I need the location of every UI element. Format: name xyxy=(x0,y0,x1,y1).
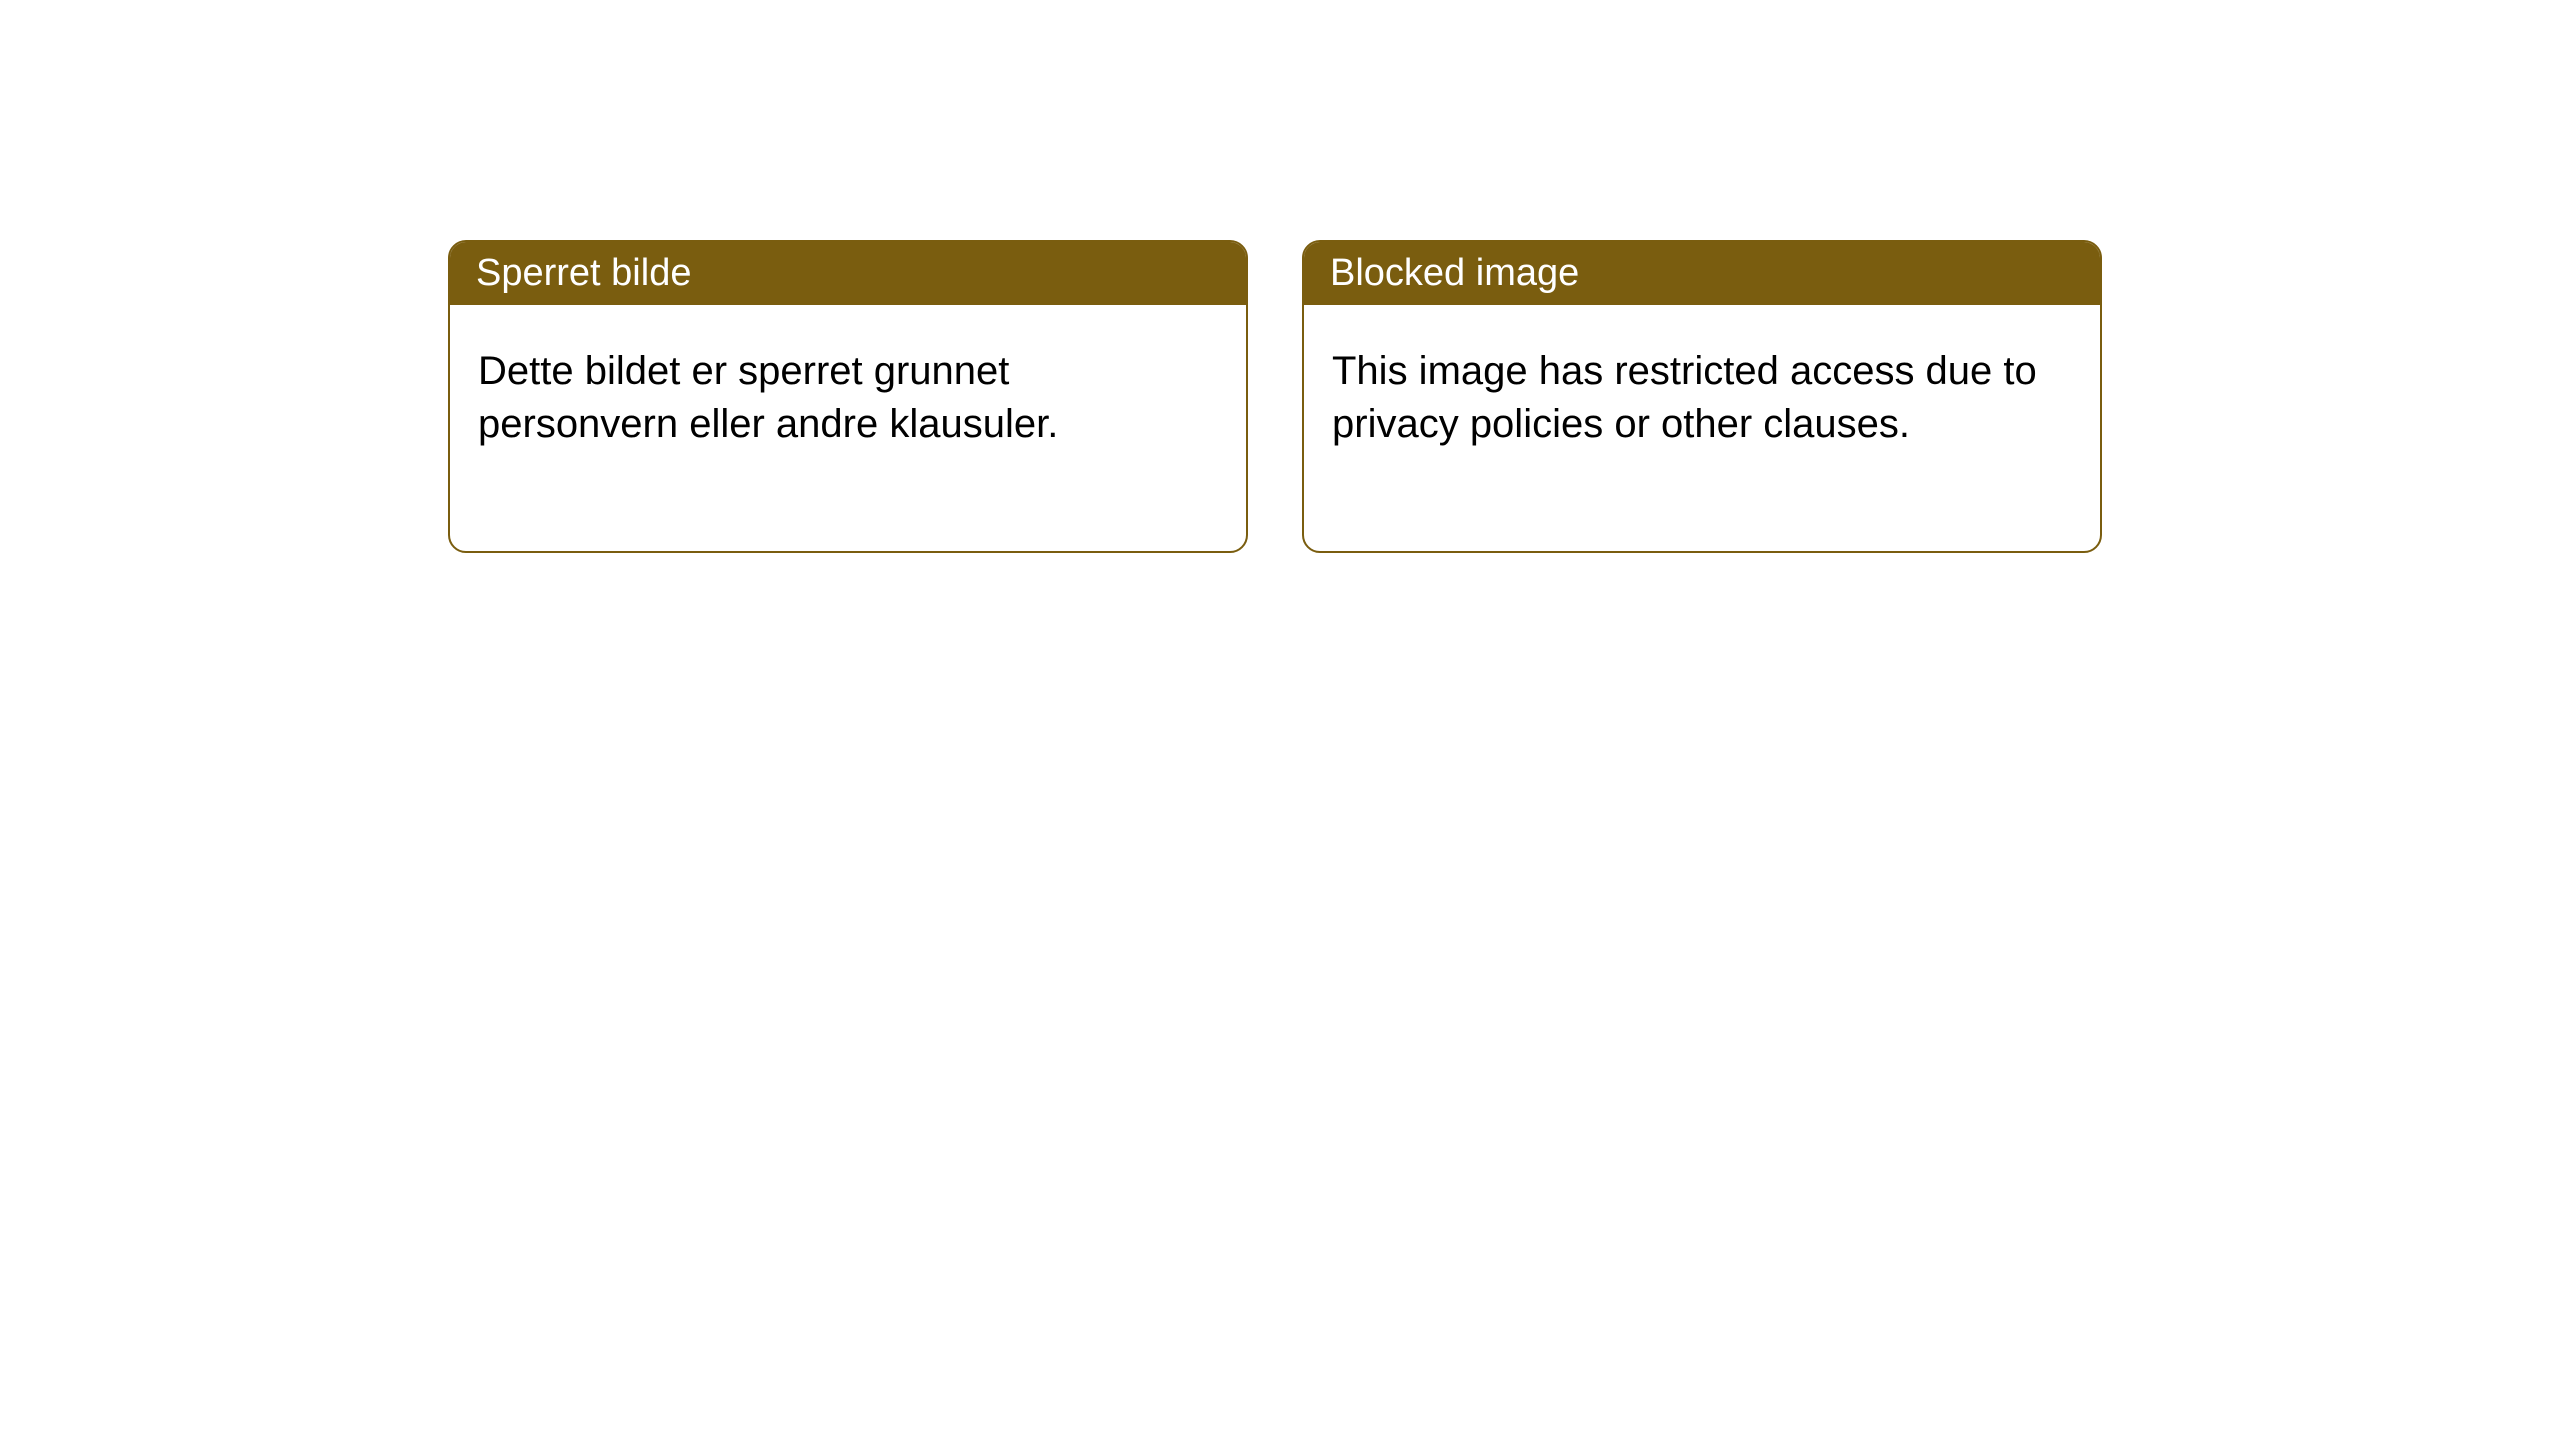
notice-body-english: This image has restricted access due to … xyxy=(1304,305,2100,551)
notice-box-english: Blocked image This image has restricted … xyxy=(1302,240,2102,553)
notice-header-english: Blocked image xyxy=(1304,242,2100,305)
notice-header-norwegian: Sperret bilde xyxy=(450,242,1246,305)
notice-text-english: This image has restricted access due to … xyxy=(1332,349,2037,446)
notice-title-norwegian: Sperret bilde xyxy=(476,252,691,294)
notice-title-english: Blocked image xyxy=(1330,252,1579,294)
notice-container: Sperret bilde Dette bildet er sperret gr… xyxy=(448,240,2102,553)
notice-text-norwegian: Dette bildet er sperret grunnet personve… xyxy=(478,349,1058,446)
notice-body-norwegian: Dette bildet er sperret grunnet personve… xyxy=(450,305,1246,551)
notice-box-norwegian: Sperret bilde Dette bildet er sperret gr… xyxy=(448,240,1248,553)
